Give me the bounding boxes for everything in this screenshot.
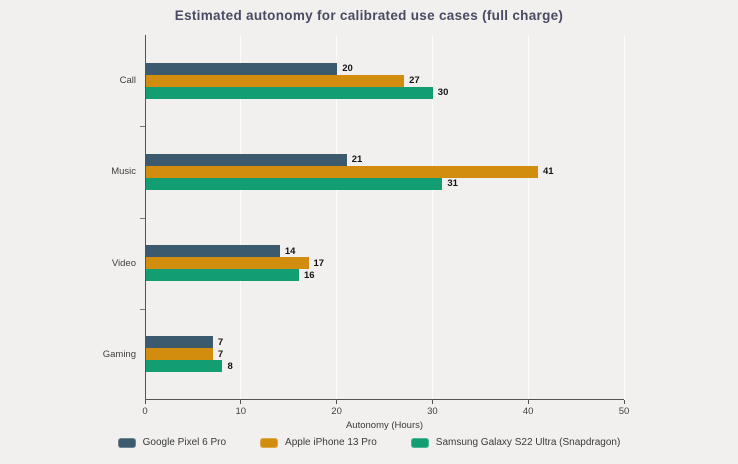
legend-item: Samsung Galaxy S22 Ultra (Snapdragon) [410, 437, 621, 448]
x-tick-label: 50 [618, 406, 630, 417]
y-axis-line [145, 35, 146, 400]
x-axis-tick [336, 400, 338, 404]
x-axis-title: Autonomy (Hours) [345, 420, 424, 431]
x-axis-tick [240, 400, 242, 404]
gridline [527, 35, 529, 400]
bar-value-label: 30 [437, 87, 449, 99]
bar-value-label: 14 [284, 245, 296, 257]
y-axis-tick [140, 217, 145, 219]
bar-row: 30 [146, 86, 624, 99]
bar [146, 86, 433, 99]
bar-value-label: 20 [342, 63, 353, 75]
bar-row: 7 [146, 336, 624, 349]
y-axis-tick [140, 308, 145, 310]
legend: Google Pixel 6 Pro Apple iPhone 13 Pro Sam… [0, 437, 738, 448]
bar [146, 62, 338, 75]
gridline [240, 35, 242, 400]
bar [146, 336, 213, 349]
x-axis-tick [623, 400, 625, 404]
plot-area: 0 10 20 30 40 50 Call 20 27 30 Music 21 41 31 Video 14 1… [103, 35, 629, 417]
bar-value-label: 31 [447, 178, 458, 190]
legend-swatch [260, 437, 279, 448]
bar-value-label: 7 [217, 336, 224, 348]
bar-row: 14 [146, 245, 624, 258]
x-axis-tick [144, 400, 146, 404]
legend-label: Samsung Galaxy S22 Ultra (Snapdragon) [435, 437, 621, 448]
bar-row: 7 [146, 348, 624, 361]
x-axis-tick [431, 400, 433, 404]
bar-row: 8 [146, 360, 624, 373]
bar [146, 269, 299, 282]
x-tick-label: 10 [235, 406, 247, 417]
legend-label: Apple iPhone 13 Pro [285, 437, 377, 448]
bar-row: 27 [146, 74, 624, 87]
bar [146, 177, 443, 190]
bar [146, 257, 309, 270]
bar [146, 74, 405, 87]
category-label: Video [111, 257, 136, 269]
x-tick-label: 30 [427, 406, 438, 417]
x-axis-line [145, 399, 624, 400]
bar-row: 20 [146, 62, 624, 75]
bar-value-label: 27 [409, 75, 420, 87]
bar-value-label: 16 [303, 269, 315, 281]
bar [146, 245, 280, 258]
bar-value-label: 7 [217, 348, 224, 360]
bar-row: 31 [146, 177, 624, 190]
bar-row: 21 [146, 153, 624, 166]
legend-swatch [410, 437, 429, 448]
y-axis-tick [140, 126, 145, 128]
bar-row: 17 [146, 257, 624, 270]
gridline [623, 35, 625, 400]
category-label: Music [111, 166, 136, 178]
category-label: Call [119, 75, 136, 87]
bar-value-label: 21 [351, 154, 363, 166]
legend-item: Google Pixel 6 Pro [117, 437, 227, 448]
bar [146, 360, 223, 373]
x-tick-label: 40 [522, 406, 534, 417]
x-tick-label: 0 [142, 406, 148, 417]
bar-value-label: 41 [542, 166, 554, 178]
bar-row: 16 [146, 269, 624, 282]
bar [146, 348, 213, 361]
bar [146, 153, 347, 166]
x-tick-label: 20 [331, 406, 342, 417]
bar-value-label: 8 [227, 360, 233, 372]
bar-value-label: 17 [313, 257, 325, 269]
x-axis-tick [527, 400, 529, 404]
chart-title: Estimated autonomy for calibrated use ca… [174, 8, 564, 23]
bar [146, 165, 538, 178]
legend-label: Google Pixel 6 Pro [142, 437, 227, 448]
legend-swatch [117, 437, 136, 448]
category-label: Gaming [102, 348, 136, 360]
bar-row: 41 [146, 165, 624, 178]
gridline [431, 35, 433, 400]
gridline [336, 35, 338, 400]
legend-item: Apple iPhone 13 Pro [260, 437, 377, 448]
